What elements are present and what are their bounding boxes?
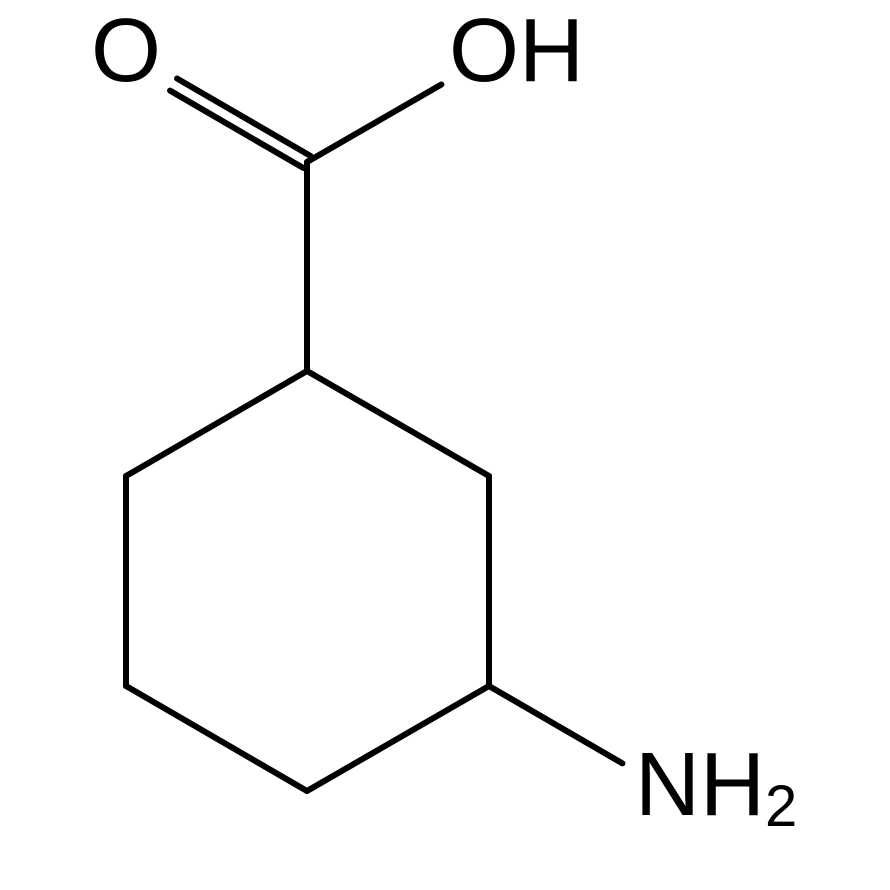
atom-label-O_dbl: O xyxy=(91,1,161,101)
atom-label-N: NH2 xyxy=(635,735,797,839)
atom-label-O_oh: OH xyxy=(449,1,584,101)
chemical-structure: O OH NH2 xyxy=(0,0,890,890)
